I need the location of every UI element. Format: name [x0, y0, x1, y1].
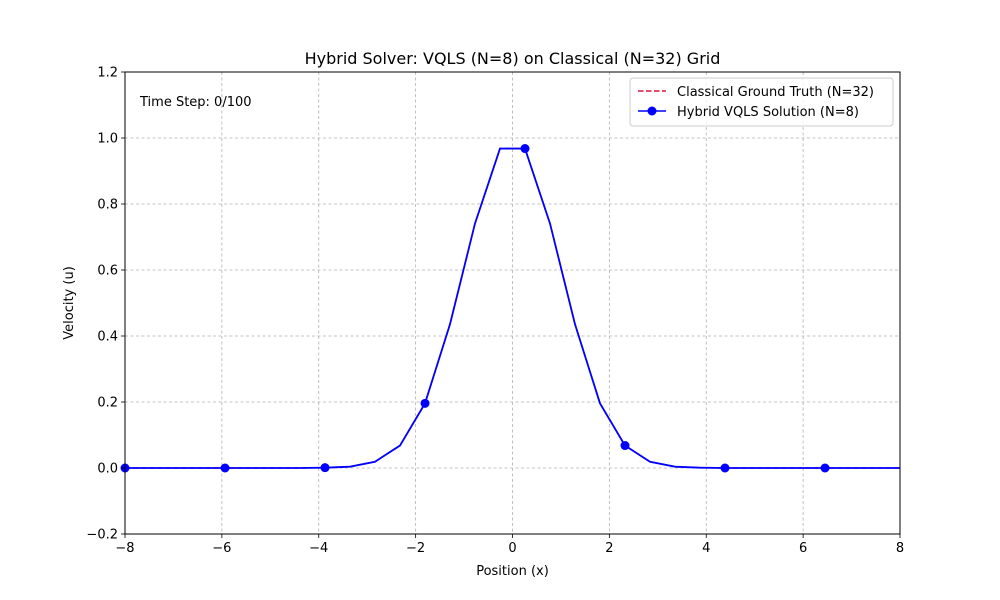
series-layer [120, 144, 900, 473]
x-tick-label: −6 [212, 541, 231, 556]
series-hybrid-point [420, 398, 430, 408]
legend-label-hybrid: Hybrid VQLS Solution (N=8) [677, 105, 859, 120]
series-hybrid-point [720, 463, 730, 473]
y-tick-label: 0.8 [97, 198, 118, 213]
x-tick-label: 0 [508, 541, 516, 556]
x-tick-label: 6 [799, 541, 807, 556]
y-tick-label: 1.2 [97, 66, 118, 81]
series-hybrid-point [320, 463, 330, 473]
series-hybrid-point [820, 463, 830, 473]
x-axis-label: Position (x) [476, 564, 549, 579]
x-tick-label: 2 [605, 541, 613, 556]
x-tick-label: −2 [406, 541, 425, 556]
x-tick-label: 4 [702, 541, 710, 556]
legend-label-classical: Classical Ground Truth (N=32) [677, 85, 874, 100]
y-axis-label: Velocity (u) [62, 266, 77, 340]
x-tick-label: 8 [896, 541, 904, 556]
time-step-annotation: Time Step: 0/100 [139, 95, 252, 110]
y-tick-label: −0.2 [86, 528, 118, 543]
chart-title: Hybrid Solver: VQLS (N=8) on Classical (… [305, 49, 721, 68]
y-tick-label: 0.0 [97, 462, 118, 477]
y-tick-label: 1.0 [97, 132, 118, 147]
series-hybrid-line [125, 147, 900, 469]
x-tick-label: −4 [309, 541, 328, 556]
series-hybrid-point [220, 463, 230, 473]
series-hybrid-point [520, 144, 530, 154]
y-tick-label: 0.4 [97, 330, 118, 345]
legend-box [629, 77, 894, 127]
y-tick-label: 0.2 [97, 396, 118, 411]
legend: Classical Ground Truth (N=32) Hybrid VQL… [629, 77, 894, 127]
series-hybrid-point [620, 441, 630, 451]
y-tick-label: 0.6 [97, 264, 118, 279]
x-tick-label: −8 [115, 541, 134, 556]
tick-layer: −8 −6 −4 −2 0 2 4 6 8 −0.2 0.0 0.2 0.4 0.6 0.8 1.0 1.2 [86, 66, 904, 557]
legend-marker-hybrid [647, 106, 657, 116]
